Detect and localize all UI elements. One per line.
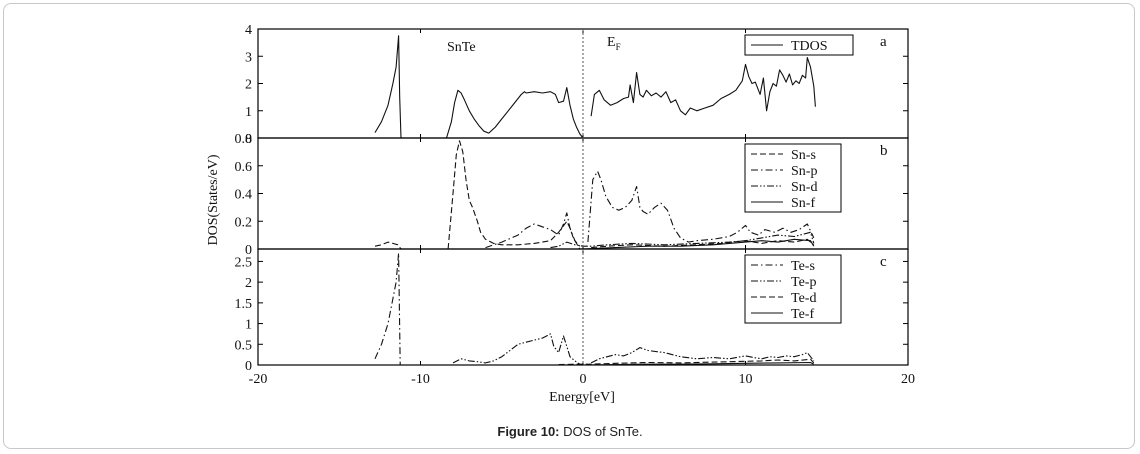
y-tick-label-b: 0: [245, 243, 252, 258]
legend-label-tdos: TDOS: [791, 39, 828, 54]
y-tick-label-b: 0.4: [235, 188, 253, 203]
series-te-d: [558, 358, 815, 366]
y-tick-label-c: 2: [245, 276, 252, 291]
x-tick-label: 20: [901, 372, 915, 387]
y-tick-label-a: 1: [245, 105, 252, 120]
caption-text: DOS of SnTe.: [563, 424, 643, 439]
y-tick-label-c: 0: [245, 359, 252, 374]
y-tick-label-a: 3: [245, 50, 252, 65]
series-sn-p: [587, 170, 815, 243]
series-te-p: [452, 333, 581, 365]
legend-label-te-p: Te-p: [791, 275, 816, 290]
series-sn-s: [447, 140, 581, 250]
series-tdos: [590, 57, 816, 117]
legend-label-sn-s: Sn-s: [791, 148, 816, 163]
series-tdos: [445, 87, 584, 139]
y-tick-label-c: 0.5: [235, 338, 253, 353]
panel-a: 0 1 2 3 4 a TDOS: [245, 23, 909, 147]
x-tick-label: 10: [739, 372, 753, 387]
x-tick-label: 0: [580, 372, 587, 387]
y-tick-label-a: 0: [245, 132, 252, 147]
x-tick-label: -20: [249, 372, 268, 387]
annotation-fermi: EF: [607, 35, 621, 52]
y-axis-label: DOS(States/eV): [206, 154, 221, 245]
dos-chart: 0 1 2 3 4 a TDOS 0 0.2 0.4 0.6 0.8 b Sn-sSn-pSn-dSn-f…: [206, 23, 915, 405]
legend-c: [744, 254, 842, 324]
y-tick-label-c: 1: [245, 318, 252, 333]
series-sn-f: [582, 238, 815, 250]
annotation-compound: SnTe: [447, 40, 476, 55]
legend-label-sn-d: Sn-d: [791, 180, 817, 195]
annotation-fermi-subscript: F: [616, 42, 621, 52]
series-sn-d: [550, 231, 815, 249]
x-tick-label: -10: [411, 372, 430, 387]
legend-label-te-f: Te-f: [791, 307, 814, 322]
series-sn-s: [374, 241, 402, 250]
y-tick-label-a: 4: [245, 23, 252, 38]
x-axis-label: Energy[eV]: [549, 390, 615, 405]
legend-b: [744, 143, 842, 213]
legend-label-sn-f: Sn-f: [791, 196, 815, 211]
annotation-fermi-e: E: [607, 35, 616, 50]
y-tick-label-b: 0.2: [235, 215, 253, 230]
panel-label-c: c: [880, 254, 887, 270]
y-tick-label-b: 0.8: [235, 132, 253, 147]
panel-b: 0 0.2 0.4 0.6 0.8 b Sn-sSn-pSn-dSn-f: [235, 132, 909, 258]
caption-label: Figure 10:: [497, 424, 560, 439]
figure-caption: Figure 10: DOS of SnTe.: [0, 424, 1140, 439]
panel-label-b: b: [880, 143, 888, 159]
series-sn-p: [485, 212, 581, 249]
series-te-s: [374, 252, 401, 366]
y-tick-label-c: 2.5: [235, 255, 253, 270]
y-tick-label-a: 2: [245, 78, 252, 93]
series-tdos: [374, 35, 402, 139]
panel-c: 0 0.5 1 1.5 2 2.5 c Te-sTe-pTe-dTe-f: [235, 248, 909, 374]
y-tick-label-c: 1.5: [235, 297, 253, 312]
legend-label-te-d: Te-d: [791, 291, 816, 306]
legend-label-sn-p: Sn-p: [791, 164, 817, 179]
panel-label-a: a: [880, 34, 887, 50]
legend-label-te-s: Te-s: [791, 259, 815, 274]
series-te-f: [582, 361, 815, 366]
legend-a: [744, 34, 854, 56]
y-tick-label-b: 0.6: [235, 160, 253, 175]
